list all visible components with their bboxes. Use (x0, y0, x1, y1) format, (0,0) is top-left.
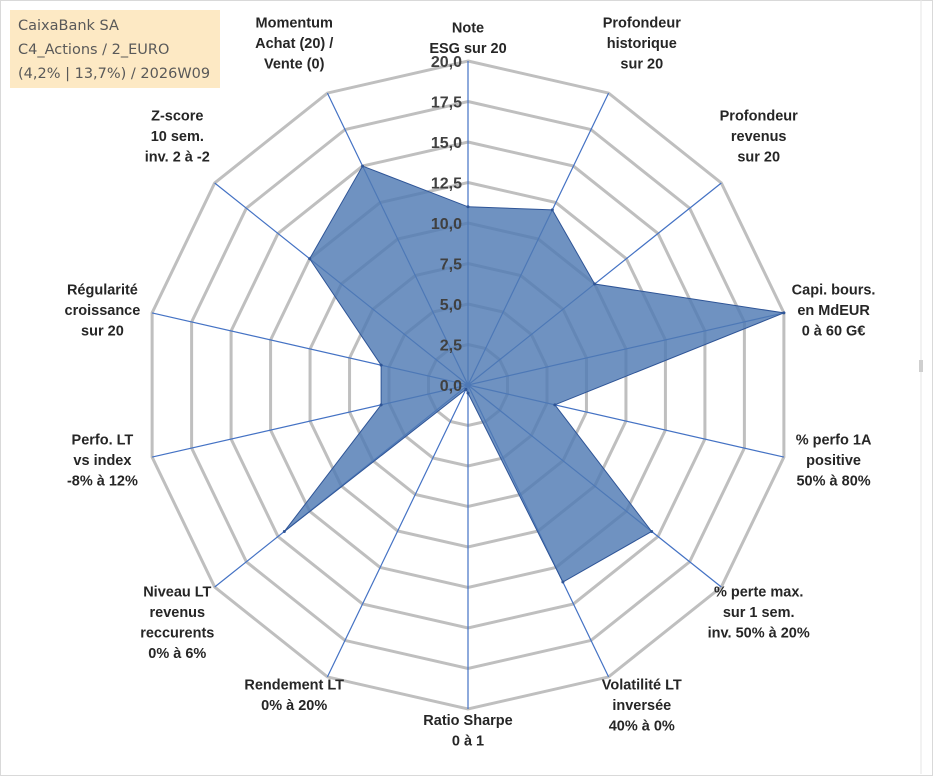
axis-label-line: inversée (612, 698, 671, 714)
axis-label-3: Capi. bours. en MdEUR 0 à 60 G€ (792, 283, 876, 340)
axis-label-line: sur 1 sem. (723, 605, 795, 621)
company-name: CaixaBank SA (18, 18, 119, 34)
tick-label: 20,0 (431, 54, 462, 71)
series-layer (282, 164, 786, 584)
tick-layer: 0,0 2,5 5,0 7,5 10,0 12,5 15,0 17,5 20,0 (431, 54, 462, 395)
series-point-12 (308, 257, 312, 261)
axis-label-line: 0 à 60 G€ (802, 324, 866, 340)
axis-label-line: revenus (731, 129, 787, 145)
series-point-2 (593, 282, 597, 286)
series-point-0 (466, 205, 470, 209)
axis-label-line: Z-score (151, 109, 203, 125)
axis-label-11: Régularité croissance sur 20 (65, 283, 141, 340)
axis-label-line: Volatilité LT (602, 678, 682, 694)
axis-label-5: % perte max. sur 1 sem. inv. 50% à 20% (708, 584, 810, 641)
series-point-13 (361, 164, 365, 168)
axis-label-line: % perte max. (714, 584, 803, 600)
axis-label-line: 10 sem. (151, 129, 204, 145)
axis-label-13: Momentum Achat (20) / Vente (0) (255, 15, 333, 72)
axis-label-line: Achat (20) / (255, 36, 333, 52)
axis-label-12: Z-score 10 sem. inv. 2 à -2 (145, 109, 210, 166)
tick-label: 10,0 (431, 216, 462, 233)
axis-label-line: 50% à 80% (796, 473, 870, 489)
axis-label-line: 0 à 1 (452, 734, 484, 750)
label-layer: Note ESG sur 20 Profondeur historique sur 20… (65, 15, 876, 749)
series-point-6 (561, 580, 565, 584)
tick-label: 2,5 (440, 338, 462, 355)
tick-label: 7,5 (440, 257, 462, 274)
axis-label-line: Profondeur (603, 15, 681, 31)
axis-label-line: -8% à 12% (67, 473, 138, 489)
tick-label: 0,0 (440, 378, 462, 395)
series-point-9 (282, 529, 286, 533)
axis-label-line: Niveau LT (143, 584, 211, 600)
axis-label-10: Perfo. LT vs index -8% à 12% (67, 432, 138, 489)
axis-label-line: 40% à 0% (609, 719, 675, 735)
axis-label-line: Rendement LT (244, 678, 344, 694)
series-point-1 (550, 208, 554, 212)
axis-label-line: revenus (149, 605, 205, 621)
category-label: C4_Actions / 2_EURO (18, 42, 170, 58)
series-point-8 (464, 387, 468, 391)
axis-label-2: Profondeur revenus sur 20 (720, 109, 798, 166)
axis-label-1: Profondeur historique sur 20 (603, 15, 681, 72)
series-point-3 (782, 311, 786, 315)
axis-label-line: reccurents (140, 625, 214, 641)
tick-label: 5,0 (440, 297, 462, 314)
axis-label-line: Note (452, 21, 484, 37)
axis-label-line: en MdEUR (797, 303, 870, 319)
axis-label-line: Profondeur (720, 109, 798, 125)
axis-label-line: sur 20 (620, 56, 663, 72)
axis-label-4: % perfo 1A positive 50% à 80% (796, 432, 872, 489)
axis-label-line: Perfo. LT (72, 432, 134, 448)
axis-label-line: Ratio Sharpe (423, 713, 512, 729)
axis-label-9: Niveau LT revenus reccurents 0% à 6% (140, 584, 214, 662)
series-point-7 (466, 391, 470, 395)
axis-label-line: positive (806, 453, 861, 469)
axis-label-line: inv. 50% à 20% (708, 625, 810, 641)
axis-label-line: Régularité (67, 283, 138, 299)
axis-label-line: vs index (73, 453, 131, 469)
spoke-8 (326, 384, 469, 678)
axis-label-6: Volatilité LT inversée 40% à 0% (602, 678, 682, 735)
series-point-10 (379, 403, 383, 407)
axis-label-line: historique (607, 36, 677, 52)
axis-label-line: 0% à 6% (148, 646, 206, 662)
axis-label-line: 0% à 20% (261, 698, 327, 714)
period-label: (4,2% | 13,7%) / 2026W09 (18, 66, 211, 82)
axis-label-0: Note ESG sur 20 (429, 21, 506, 58)
axis-label-line: croissance (65, 303, 141, 319)
series-point-5 (650, 529, 654, 533)
axis-label-line: Capi. bours. (792, 283, 876, 299)
axis-label-line: inv. 2 à -2 (145, 150, 210, 166)
axis-label-line: ESG sur 20 (429, 41, 506, 57)
axis-label-8: Rendement LT 0% à 20% (244, 678, 344, 715)
tick-label: 17,5 (431, 95, 462, 112)
scrollbar-track[interactable] (917, 0, 925, 774)
axis-label-line: % perfo 1A (796, 432, 872, 448)
tick-label: 12,5 (431, 176, 462, 193)
tick-label: 15,0 (431, 135, 462, 152)
axis-label-7: Ratio Sharpe 0 à 1 (423, 713, 512, 750)
info-box: CaixaBank SA C4_Actions / 2_EURO (4,2% |… (10, 10, 220, 88)
axis-label-line: sur 20 (81, 324, 124, 340)
series-point-11 (379, 363, 383, 367)
scrollbar-thumb[interactable] (919, 360, 923, 372)
axis-label-line: Vente (0) (264, 56, 325, 72)
series-point-4 (553, 403, 557, 407)
axis-label-line: sur 20 (737, 150, 780, 166)
axis-label-line: Momentum (256, 15, 333, 31)
